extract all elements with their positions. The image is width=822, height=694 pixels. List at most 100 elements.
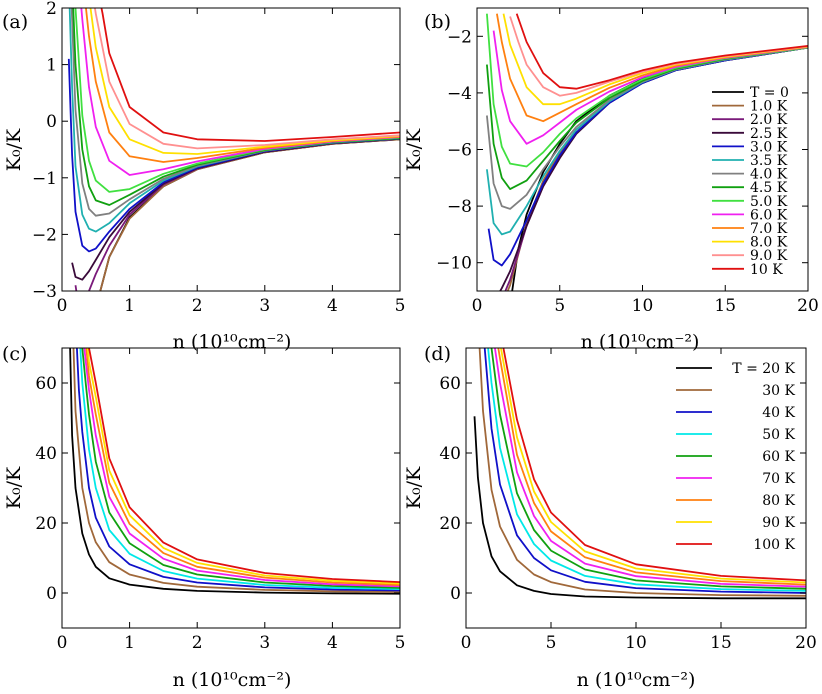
legend-label: T = 0 xyxy=(750,85,789,101)
series-line xyxy=(86,348,400,585)
legend-label: 70 K xyxy=(762,471,795,487)
series-line xyxy=(93,8,400,150)
series-line xyxy=(80,8,400,176)
x-tick-label: 4 xyxy=(327,633,338,653)
legend-label: 6.0 K xyxy=(750,207,788,223)
series-line xyxy=(72,8,400,206)
series-line xyxy=(79,348,400,590)
x-tick-label: 10 xyxy=(625,633,647,653)
series-line xyxy=(69,348,400,595)
legend-label: 3.0 K xyxy=(750,139,788,155)
x-tick-label: 1 xyxy=(124,633,135,653)
x-tick-label: 3 xyxy=(259,296,270,316)
y-tick-label: −8 xyxy=(447,197,472,217)
y-tick-label: −2 xyxy=(447,27,472,47)
legend-label: 60 K xyxy=(762,449,795,465)
series-line xyxy=(515,13,808,90)
series-line xyxy=(81,348,400,589)
panel-d: 0 5 10 15 20 0 20 40 60 (d) n (10¹⁰cm⁻²) K₀/K T = 20… xyxy=(403,343,817,691)
y-tick-label: −4 xyxy=(447,84,472,104)
series-group xyxy=(69,348,400,595)
legend-label: 9.0 K xyxy=(750,248,788,264)
series-line xyxy=(74,8,400,193)
y-tick-label: 40 xyxy=(439,444,461,464)
x-tick-label: 0 xyxy=(57,296,68,316)
series-line xyxy=(72,348,400,593)
series-line xyxy=(486,13,808,168)
legend-label: 40 K xyxy=(762,405,795,421)
series-line xyxy=(478,348,806,597)
series-line xyxy=(473,416,806,600)
panel-label: (a) xyxy=(2,11,28,33)
x-tick-label: 20 xyxy=(797,296,819,316)
legend-label: 50 K xyxy=(762,427,795,443)
legend-label: 2.0 K xyxy=(750,112,788,128)
x-tick-label: 15 xyxy=(714,296,736,316)
legend-label: 7.0 K xyxy=(750,221,788,237)
y-axis-label: K₀/K xyxy=(403,466,425,509)
x-tick-label: 5 xyxy=(395,633,406,653)
y-tick-label: 0 xyxy=(450,584,461,604)
x-tick-label: 1 xyxy=(124,296,135,316)
series-line xyxy=(99,138,400,291)
panel-c: 0 1 2 3 4 5 0 20 40 60 (c) n (10¹⁰cm⁻²) K₀/K xyxy=(2,343,405,691)
legend-label: 80 K xyxy=(762,493,795,509)
series-group xyxy=(473,348,806,600)
series-line xyxy=(70,8,400,217)
y-tick-label: 60 xyxy=(35,374,57,394)
y-tick-label: −1 xyxy=(32,169,57,189)
series-group xyxy=(486,13,808,291)
legend: T = 20 K 30 K 40 K 50 K 60 K 70 K 80 K 90 K 100 … xyxy=(676,361,796,553)
legend: T = 01.0 K2.0 K2.5 K3.0 K3.5 K4.0 K4.5 K… xyxy=(712,85,789,278)
panel-label: (b) xyxy=(424,11,451,33)
y-tick-label: 40 xyxy=(35,444,57,464)
legend-label: 2.5 K xyxy=(750,126,788,142)
x-tick-label: 3 xyxy=(259,633,270,653)
legend-label: 4.0 K xyxy=(750,167,788,183)
series-line xyxy=(483,348,806,594)
panel-a: 0 1 2 3 4 5 −3 −2 −1 0 1 2 (a) n (10¹⁰cm⁻²) K₀/K xyxy=(2,0,406,353)
series-line xyxy=(496,13,808,123)
legend-label: 30 K xyxy=(762,383,795,399)
panel-b: 0 5 10 15 20 −10 −8 −6 −4 −2(b) n (10¹⁰cm⁻²) K₀/K T … xyxy=(403,7,819,353)
legend-label: 4.5 K xyxy=(750,180,788,196)
x-tick-label: 2 xyxy=(192,633,203,653)
series-line xyxy=(88,348,400,583)
x-tick-label: 0 xyxy=(461,633,472,653)
legend-label: 5.0 K xyxy=(750,194,788,210)
x-tick-label: 2 xyxy=(192,296,203,316)
y-tick-label: 0 xyxy=(46,112,57,132)
series-line xyxy=(89,8,400,155)
series-line xyxy=(487,348,806,592)
series-line xyxy=(68,8,400,233)
series-line xyxy=(83,348,400,588)
series-line xyxy=(492,30,808,145)
x-tick-label: 5 xyxy=(546,633,557,653)
y-tick-label: 60 xyxy=(439,374,461,394)
x-tick-label: 5 xyxy=(395,296,406,316)
legend-label: 8.0 K xyxy=(750,235,788,251)
legend-label: 90 K xyxy=(762,515,795,531)
y-axis-label: K₀/K xyxy=(3,128,25,171)
y-tick-label: −6 xyxy=(447,141,472,161)
x-tick-label: 5 xyxy=(554,296,565,316)
y-axis-label: K₀/K xyxy=(403,128,425,171)
x-axis-label: n (10¹⁰cm⁻²) xyxy=(173,331,292,353)
x-axis-label: n (10¹⁰cm⁻²) xyxy=(173,669,292,691)
series-line xyxy=(85,348,400,586)
x-tick-label: 4 xyxy=(327,296,338,316)
legend-label: 100 K xyxy=(753,537,795,553)
x-tick-label: 20 xyxy=(795,633,817,653)
y-tick-label: 20 xyxy=(439,514,461,534)
series-line xyxy=(502,348,806,582)
y-tick-label: 20 xyxy=(35,514,57,534)
y-tick-label: 0 xyxy=(46,584,57,604)
y-tick-label: −3 xyxy=(32,282,57,302)
series-line xyxy=(500,348,806,584)
legend-label: 3.5 K xyxy=(750,153,788,169)
x-axis-label: n (10¹⁰cm⁻²) xyxy=(577,669,696,691)
x-tick-label: 10 xyxy=(632,296,654,316)
series-line xyxy=(494,348,806,588)
x-axis-label: n (10¹⁰cm⁻²) xyxy=(581,331,700,353)
